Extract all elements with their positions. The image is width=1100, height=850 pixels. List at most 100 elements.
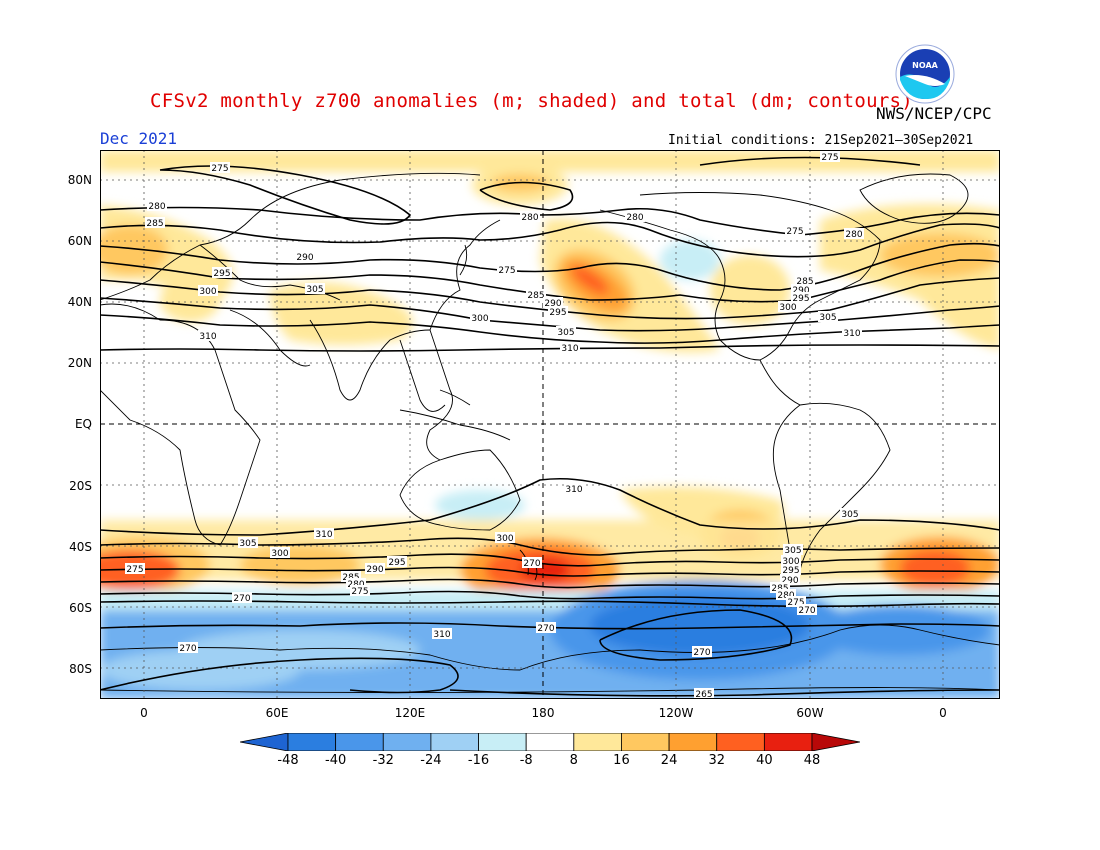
contour-label-text: 300 <box>471 314 488 324</box>
contour-label-48: 270 <box>536 622 556 634</box>
lon-label: 0 <box>939 706 947 720</box>
lat-label: 40N <box>67 295 92 309</box>
colorbar <box>240 733 860 751</box>
colorbar-tick-label: 40 <box>756 753 773 768</box>
contour-label-0: 275 <box>210 162 230 174</box>
contour-label-text: 305 <box>819 313 836 323</box>
noaa-logo-text: NOAA <box>912 61 938 70</box>
contour-label-33: 275 <box>350 585 370 597</box>
contour-label-text: 290 <box>296 253 313 263</box>
contour-label-2: 285 <box>145 217 165 229</box>
contour-label-37: 300 <box>781 555 801 567</box>
contour-label-text: 275 <box>787 598 804 608</box>
contour-label-29: 295 <box>387 556 407 568</box>
contour-label-28: 300 <box>270 547 290 559</box>
colorbar-arrow-low <box>240 733 289 751</box>
lat-label: 20N <box>67 356 92 370</box>
contour-label-text: 285 <box>146 219 163 229</box>
contour-label-text: 310 <box>561 344 578 354</box>
contour-label-14: 305 <box>556 326 576 338</box>
colorbar-tick-label: 32 <box>708 753 725 768</box>
contour-label-text: 270 <box>798 606 815 616</box>
contour-label-11: 290 <box>543 297 563 309</box>
contour-label-text: 275 <box>351 587 368 597</box>
contour-label-15: 310 <box>560 342 580 354</box>
contour-label-10: 285 <box>526 289 546 301</box>
contour-label-text: 295 <box>782 566 799 576</box>
colorbar-box <box>621 733 670 751</box>
colorbar-tick-label: 8 <box>569 753 578 768</box>
lat-label: 40S <box>69 540 92 554</box>
lat-label: 20S <box>69 479 92 493</box>
noaa-logo: NOAA <box>895 44 955 104</box>
contour-label-text: 295 <box>239 594 256 604</box>
contour-label-text: 310 <box>315 530 332 540</box>
contour-label-36: 305 <box>783 544 803 556</box>
contour-label-text: 270 <box>523 559 540 569</box>
contour-label-4: 295 <box>212 267 232 279</box>
contour-label-8: 275 <box>497 264 517 276</box>
contour-label-5: 300 <box>198 285 218 297</box>
colorbar-box <box>716 733 765 751</box>
contour-label-text: 300 <box>271 549 288 559</box>
contour-label-text: 275 <box>126 565 143 575</box>
contour-label-12: 295 <box>548 306 568 318</box>
contour-label-47: 270 <box>522 557 542 569</box>
lat-label: 80N <box>67 173 92 187</box>
lat-label: 60N <box>67 234 92 248</box>
contour-label-38: 295 <box>781 564 801 576</box>
contour-label-9: 280 <box>520 211 540 223</box>
contour-label-text: 290 <box>781 576 798 586</box>
contour-labels: 275 280 285 290 295 300 305 310 275 280 … <box>125 151 864 699</box>
colorbar-box <box>478 733 527 751</box>
colorbar-tick-label: 16 <box>613 753 630 768</box>
contour-label-text: 295 <box>388 558 405 568</box>
lat-label: 60S <box>69 601 92 615</box>
contour-label-17: 280 <box>625 211 645 223</box>
colorbar-box <box>525 733 575 751</box>
contour-label-text: 275 <box>821 153 838 163</box>
colorbar-box <box>668 733 718 751</box>
contour-label-text: 305 <box>841 510 858 520</box>
contour-label-text: 275 <box>786 227 803 237</box>
contour-label-text: 305 <box>784 546 801 556</box>
contour-label-25: 275 <box>785 225 805 237</box>
contour-label-42: 275 <box>786 596 806 608</box>
contour-label-text: 300 <box>782 557 799 567</box>
colorbar-tick-label: 48 <box>803 753 821 768</box>
contour-label-49: 270 <box>178 642 198 654</box>
contour-label-24: 280 <box>844 228 864 240</box>
contour-label-16: 275 <box>820 151 840 163</box>
contour-label-53: 275 <box>125 563 145 575</box>
lat-label: 80S <box>69 662 92 676</box>
contour-label-27: 305 <box>238 537 258 549</box>
contour-label-44: 310 <box>432 628 452 640</box>
contour-label-text: 305 <box>557 328 574 338</box>
contour-label-text: 270 <box>693 648 710 658</box>
map-frame <box>100 150 1000 699</box>
contour-label-13: 300 <box>470 312 490 324</box>
contour-label-text: 305 <box>306 285 323 295</box>
contour-label-text: 285 <box>527 291 544 301</box>
contour-label-34: 270 <box>232 592 252 604</box>
map-panel: 275 280 285 290 295 300 305 310 275 280 … <box>100 150 1000 699</box>
contour-label-text: 310 <box>199 332 216 342</box>
colorbar-tick-label: -32 <box>372 753 394 768</box>
contour-label-39: 290 <box>780 574 800 586</box>
contour-label-text: 290 <box>544 299 561 309</box>
contour-label-text: 310 <box>843 329 860 339</box>
contour-label-18: 285 <box>795 275 815 287</box>
colorbar-tick-label: -16 <box>467 753 490 768</box>
contour-label-6: 305 <box>305 283 325 295</box>
lon-label: 180 <box>531 706 555 720</box>
contour-label-30: 290 <box>365 563 385 575</box>
lon-label: 120E <box>394 706 426 720</box>
contour-label-text: 280 <box>521 213 538 223</box>
contour-label-22: 305 <box>818 311 838 323</box>
contour-label-text: 275 <box>211 164 228 174</box>
contour-label-text: 275 <box>498 266 515 276</box>
contour-label-text: 295 <box>213 269 230 279</box>
contour-label-3: 290 <box>295 251 315 263</box>
contour-label-text: 300 <box>779 303 796 313</box>
contour-label-19: 290 <box>791 284 811 296</box>
